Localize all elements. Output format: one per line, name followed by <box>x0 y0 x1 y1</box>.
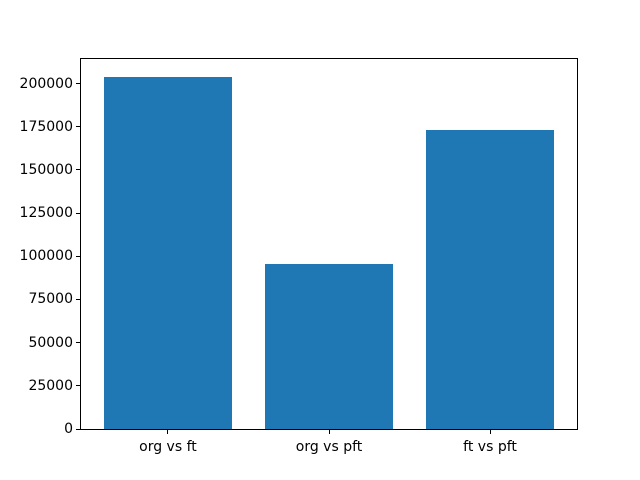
y-tick-label: 100000 <box>19 248 73 265</box>
bar-org-vs-pft <box>264 264 394 429</box>
bar-ft-vs-pft <box>425 130 555 429</box>
plot-area: 0 25000 50000 75000 100000 125000 150000 175000… <box>20 58 578 455</box>
y-tick-label: 0 <box>64 421 73 437</box>
y-tick-label: 200000 <box>19 75 73 92</box>
y-tick-label: 125000 <box>19 205 73 222</box>
y-tick-label: 75000 <box>28 291 73 308</box>
y-tick-mark <box>76 83 80 85</box>
y-tick-label: 50000 <box>28 334 73 351</box>
x-tick-mark <box>328 430 330 434</box>
y-tick-mark <box>76 255 80 257</box>
x-tick-mark <box>489 430 491 434</box>
y-tick-label: 150000 <box>19 161 73 178</box>
y-tick-mark <box>76 428 80 430</box>
x-tick-label: org vs ft <box>139 439 197 455</box>
x-tick-label: org vs pft <box>295 439 363 455</box>
y-tick-mark <box>76 169 80 171</box>
y-tick-mark <box>76 126 80 128</box>
y-tick-mark <box>76 342 80 344</box>
y-tick-label: 175000 <box>19 118 73 135</box>
bar-org-vs-ft <box>103 76 233 429</box>
y-tick-label: 25000 <box>28 377 73 394</box>
y-tick-mark <box>76 298 80 300</box>
x-tick-mark <box>167 430 169 434</box>
y-tick-mark <box>76 212 80 214</box>
y-tick-mark <box>76 385 80 387</box>
x-tick-label: ft vs pft <box>463 439 517 455</box>
